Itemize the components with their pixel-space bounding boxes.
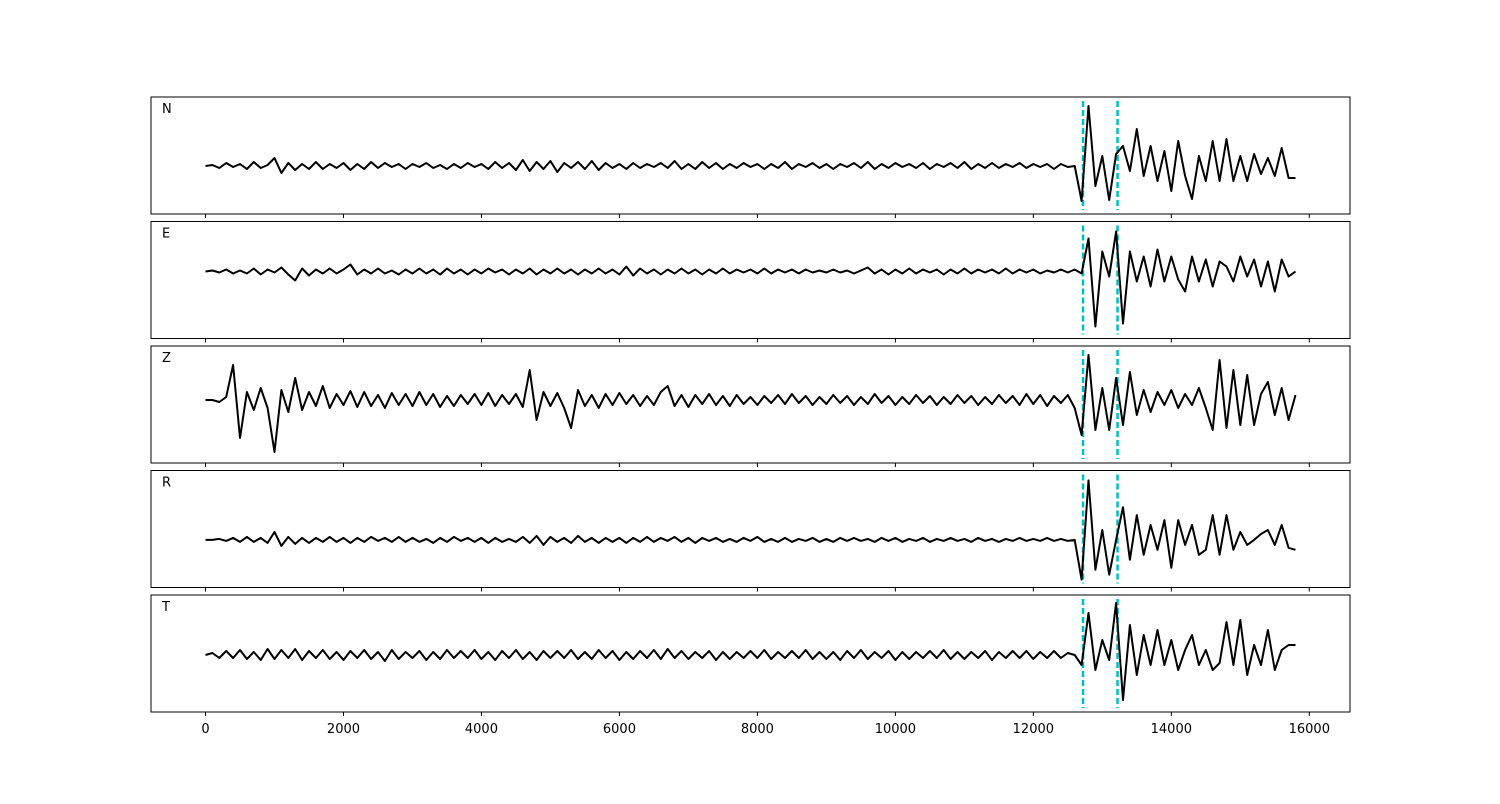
- panel-frame: [150, 470, 1351, 588]
- waveform: [205, 479, 1296, 581]
- panel-label: N: [162, 102, 172, 117]
- waveform: [205, 602, 1296, 701]
- waveform: [205, 354, 1297, 453]
- waveform: [205, 230, 1297, 328]
- panel-frame: [150, 96, 1351, 215]
- panel-label: E: [162, 227, 170, 242]
- panel-frame: [150, 345, 1351, 464]
- panel-frame: [150, 594, 1351, 713]
- x-tick-label: 8000: [741, 722, 774, 737]
- x-tick-label: 16000: [1289, 722, 1330, 737]
- panel-label: T: [161, 600, 170, 615]
- x-tick-label: 10000: [875, 722, 916, 737]
- panel-frame: [150, 221, 1351, 339]
- x-tick-label: 12000: [1013, 722, 1054, 737]
- panel-label: R: [162, 476, 171, 491]
- x-tick-label: 6000: [603, 722, 636, 737]
- x-tick-label: 0: [201, 722, 209, 737]
- waveform: [205, 105, 1296, 202]
- x-tick-label: 4000: [465, 722, 498, 737]
- x-tick-label: 2000: [327, 722, 360, 737]
- x-tick-label: 14000: [1151, 722, 1192, 737]
- panel-label: Z: [162, 351, 171, 366]
